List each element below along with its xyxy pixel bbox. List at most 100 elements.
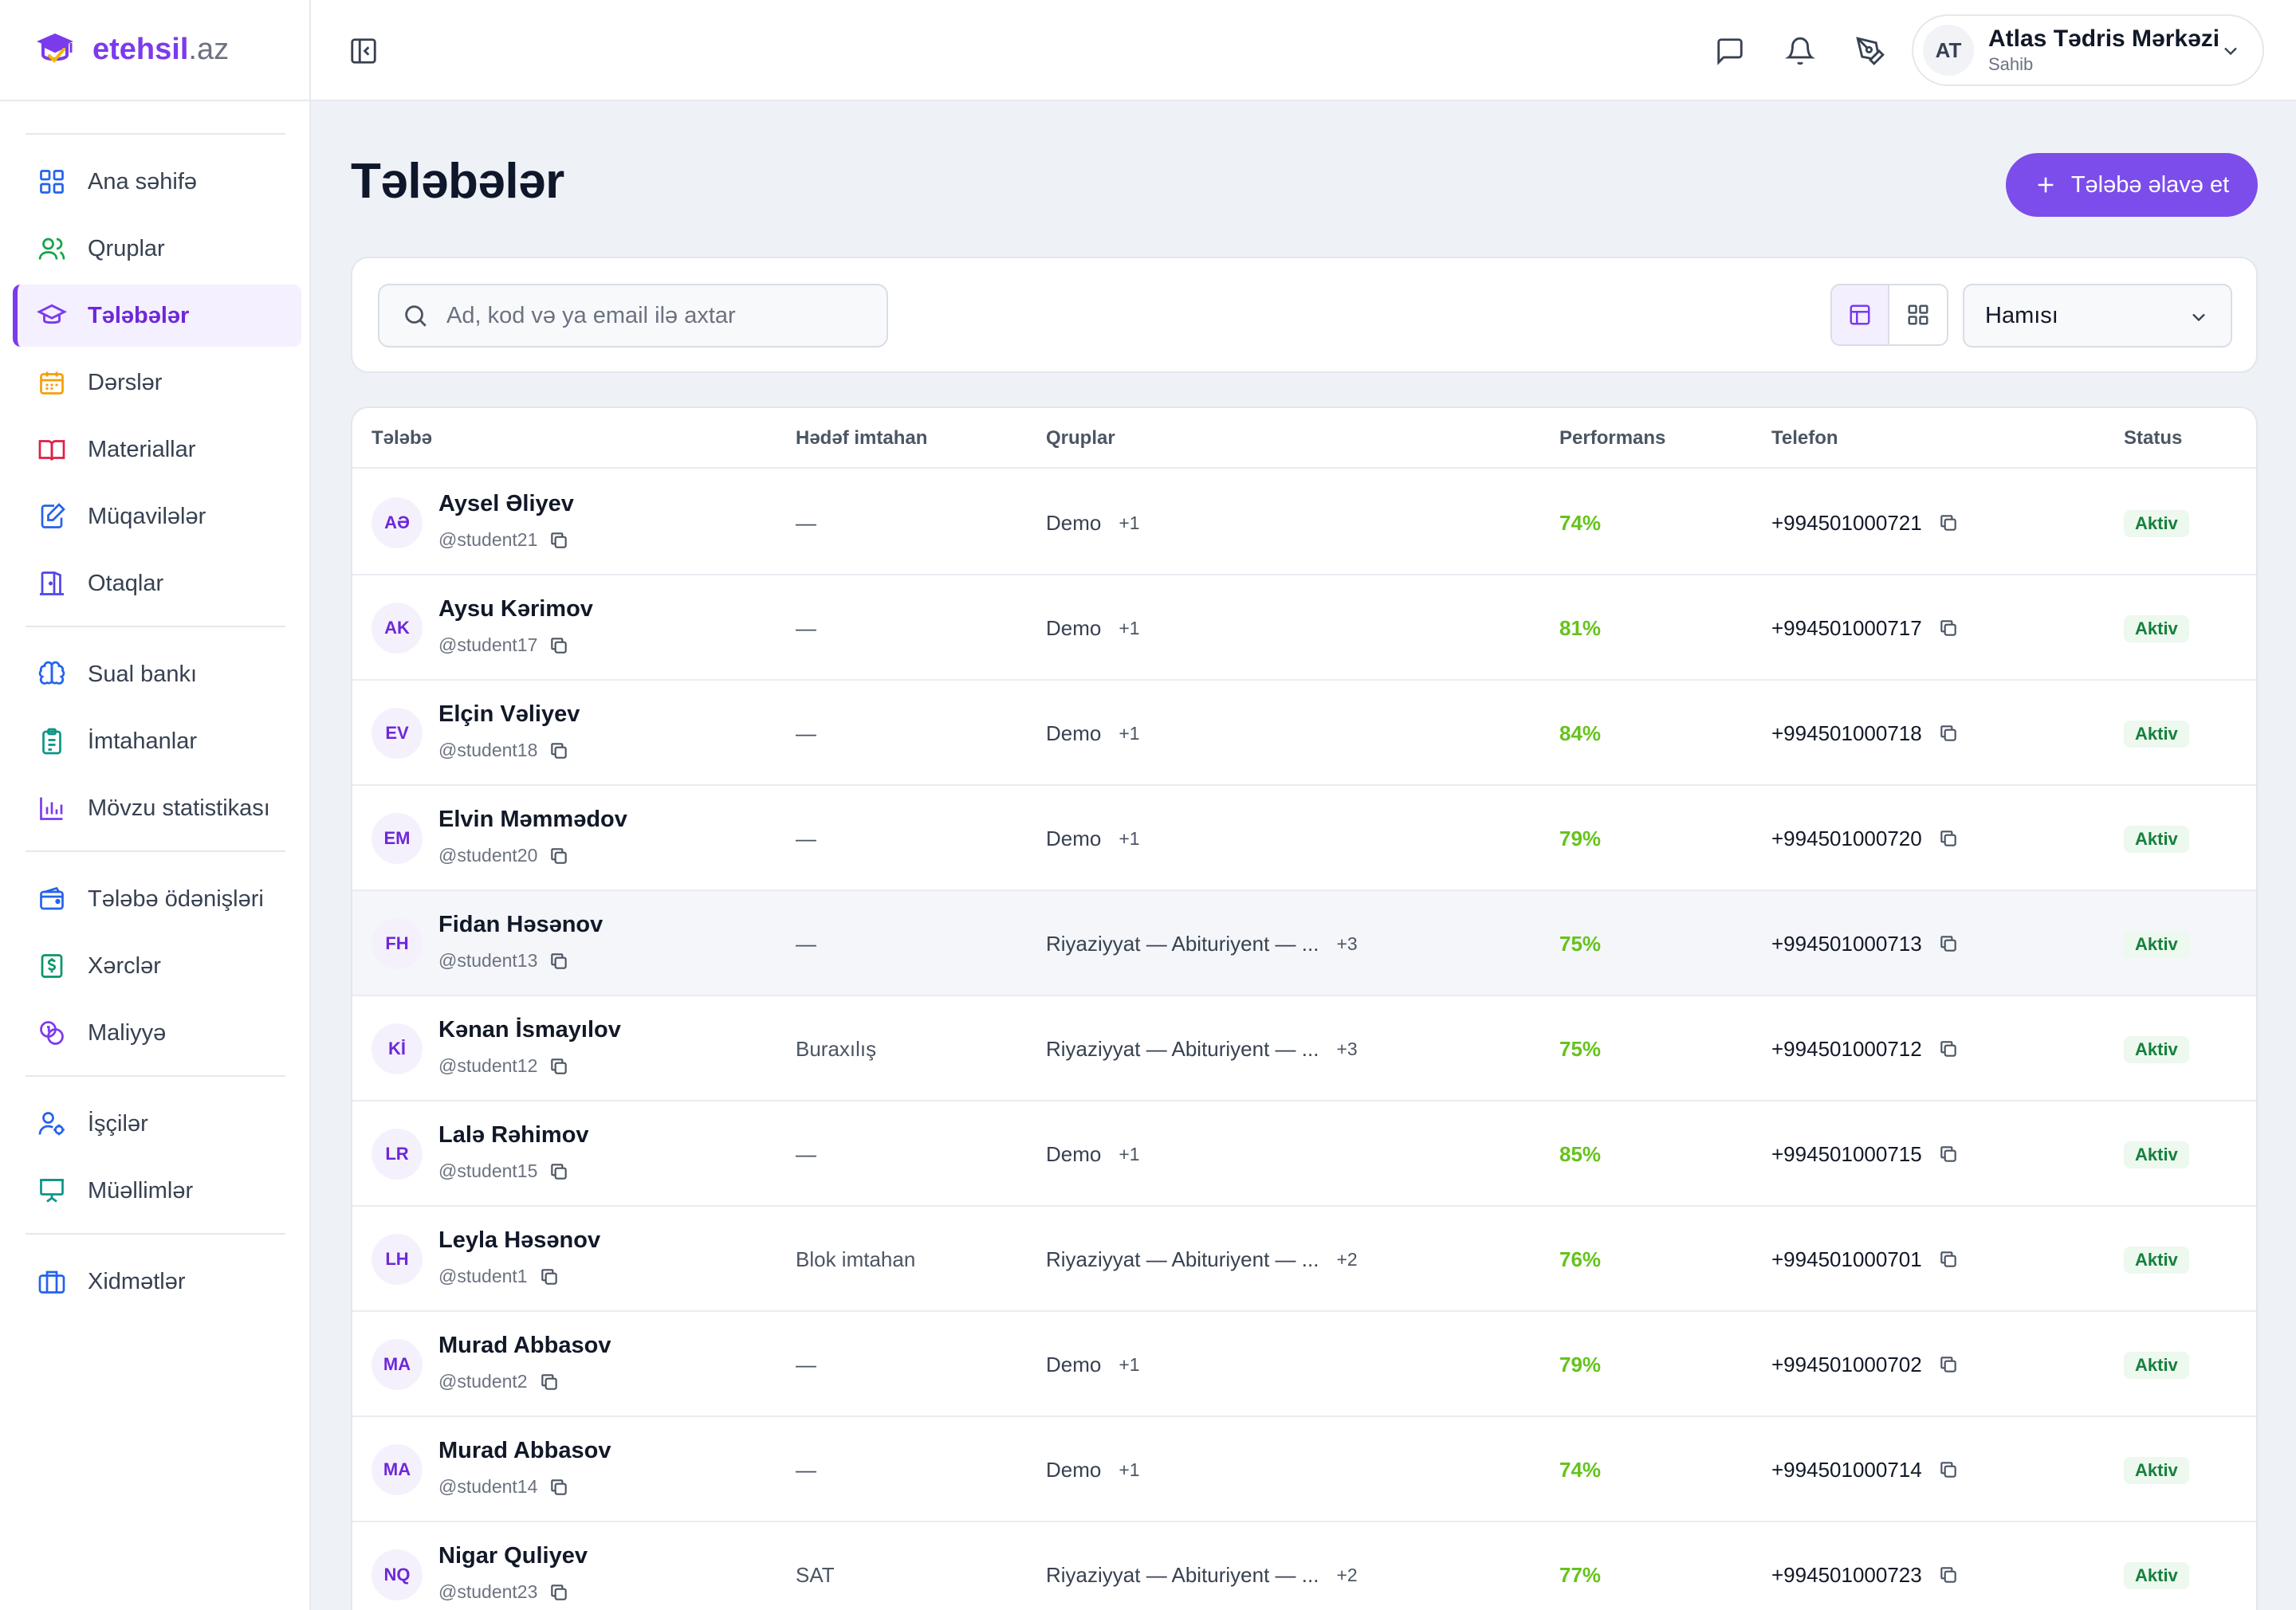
more-groups-badge[interactable]: +1 [1119,1459,1140,1480]
table-row[interactable]: NQ Nigar Quliyev @student23 SAT Riyaziyyat —… [352,1522,2256,1610]
column-header-target-exam[interactable]: Hədəf imtahan [796,427,928,449]
more-groups-badge[interactable]: +3 [1336,933,1358,954]
more-groups-badge[interactable]: +2 [1336,1564,1358,1585]
student-handle: @student18 [438,740,569,761]
copy-icon[interactable] [548,635,569,656]
copy-icon[interactable] [548,1477,569,1498]
brand-logo[interactable]: etehsil.az [0,0,309,101]
copy-icon[interactable] [548,1161,569,1182]
status-filter-select[interactable]: Hamısı [1963,284,2232,348]
sidebar-item-xercler[interactable]: Xərclər [13,935,301,997]
copy-icon[interactable] [548,740,569,761]
sidebar-item-ana-sehife[interactable]: Ana səhifə [13,151,301,213]
copy-icon[interactable] [1938,1249,1959,1270]
presentation-icon [37,1176,67,1206]
search-input[interactable] [446,302,877,329]
sidebar-item-materiallar[interactable]: Materiallar [13,418,301,481]
copy-icon[interactable] [1938,828,1959,849]
sidebar-item-isciler[interactable]: İşçilər [13,1093,301,1155]
sidebar-item-sual-banki[interactable]: Sual bankı [13,643,301,705]
student-name[interactable]: Lalə Rəhimov [438,1122,589,1148]
student-handle: @student14 [438,1476,569,1498]
table-row[interactable]: AƏ Aysel Əliyev @student21 — Demo +1 74% +99450… [352,470,2256,575]
table-row[interactable]: MA Murad Abbasov @student2 — Demo +1 79% +99450… [352,1312,2256,1417]
copy-icon[interactable] [548,1056,569,1077]
sidebar-item-maliyye[interactable]: Maliyyə [13,1002,301,1064]
more-groups-badge[interactable]: +2 [1336,1248,1358,1270]
notifications-button[interactable] [1776,27,1824,75]
copy-icon[interactable] [548,846,569,866]
sidebar-item-qruplar[interactable]: Qruplar [13,218,301,280]
copy-icon[interactable] [1938,1144,1959,1164]
sidebar-item-label: Otaqlar [88,570,164,596]
copy-icon[interactable] [1938,1459,1959,1480]
copy-icon[interactable] [548,530,569,551]
table-row[interactable]: AK Aysu Kərimov @student17 — Demo +1 81% +99450… [352,575,2256,681]
copy-icon[interactable] [1938,723,1959,744]
messages-button[interactable] [1706,27,1754,75]
table-row[interactable]: LH Leyla Həsənov @student1 Blok imtahan Riya… [352,1207,2256,1312]
table-row[interactable]: Kİ Kənan İsmayılov @student12 Buraxılış Riya… [352,996,2256,1101]
sidebar-item-muqavileler[interactable]: Müqavilələr [13,485,301,548]
student-name[interactable]: Kənan İsmayılov [438,1017,621,1043]
column-header-groups[interactable]: Qruplar [1046,427,1115,449]
copy-icon[interactable] [539,1266,560,1287]
more-groups-badge[interactable]: +1 [1119,827,1140,849]
column-header-phone[interactable]: Telefon [1771,427,1838,449]
copy-icon[interactable] [1938,512,1959,533]
column-header-performance[interactable]: Performans [1559,427,1666,449]
copy-icon[interactable] [1938,933,1959,954]
grid-view-button[interactable] [1889,285,1947,344]
table-row[interactable]: LR Lalə Rəhimov @student15 — Demo +1 85% +99450… [352,1101,2256,1207]
sidebar-item-movzu-statistikasi[interactable]: Mövzu statistikası [13,777,301,839]
table-row[interactable]: EM Elvin Məmmədov @student20 — Demo +1 79% +994… [352,786,2256,891]
table-row[interactable]: MA Murad Abbasov @student14 — Demo +1 74% +9945… [352,1417,2256,1522]
more-groups-badge[interactable]: +1 [1119,617,1140,638]
more-groups-badge[interactable]: +1 [1119,1143,1140,1164]
copy-icon[interactable] [1938,618,1959,638]
sidebar-item-xidmetler[interactable]: Xidmətlər [13,1251,301,1313]
student-name[interactable]: Aysu Kərimov [438,596,593,622]
sidebar-item-imtahanlar[interactable]: İmtahanlar [13,710,301,772]
add-student-button[interactable]: Tələbə əlavə et [2006,153,2258,217]
copy-icon[interactable] [1938,1354,1959,1375]
sidebar-toggle-button[interactable] [340,27,387,75]
groups-cell: Demo +1 [1046,1417,1140,1522]
table-view-button[interactable] [1832,285,1890,344]
student-name[interactable]: Aysel Əliyev [438,491,574,516]
copy-icon[interactable] [1938,1565,1959,1585]
more-groups-badge[interactable]: +1 [1119,512,1140,533]
phone-cell: +994501000721 [1771,470,1959,575]
student-name[interactable]: Leyla Həsənov [438,1227,601,1253]
student-name[interactable]: Fidan Həsənov [438,912,603,937]
table-row[interactable]: EV Elçin Vəliyev @student18 — Demo +1 84% +9945… [352,681,2256,786]
nav-divider [26,1233,285,1235]
sidebar-item-telebe-odenisleri[interactable]: Tələbə ödənişləri [13,868,301,930]
pen-tool-button[interactable] [1846,27,1894,75]
copy-icon[interactable] [1938,1039,1959,1059]
student-name[interactable]: Nigar Quliyev [438,1543,588,1569]
sidebar-item-telebeler[interactable]: Tələbələr [13,285,301,347]
sidebar-item-otaqlar[interactable]: Otaqlar [13,552,301,615]
column-header-student[interactable]: Tələbə [372,427,433,449]
student-name[interactable]: Elvin Məmmədov [438,807,627,832]
column-header-status[interactable]: Status [2124,427,2183,449]
dollar-receipt-icon [37,951,67,981]
group-name: Demo [1046,826,1102,850]
user-menu[interactable]: AT Atlas Tədris Mərkəzi Sahib [1912,14,2264,86]
target-exam: — [796,511,816,535]
more-groups-badge[interactable]: +1 [1119,722,1140,744]
student-name[interactable]: Murad Abbasov [438,1333,611,1358]
sidebar-item-muellimler[interactable]: Müəllimlər [13,1160,301,1222]
copy-icon[interactable] [548,1582,569,1603]
copy-icon[interactable] [548,951,569,972]
more-groups-badge[interactable]: +3 [1336,1038,1358,1059]
copy-icon[interactable] [539,1372,560,1392]
more-groups-badge[interactable]: +1 [1119,1353,1140,1375]
student-name[interactable]: Elçin Vəliyev [438,701,580,727]
group-name: Riyaziyyat — Abituriyent — ... [1046,1247,1319,1271]
sidebar-item-dersler[interactable]: Dərslər [13,351,301,414]
student-name[interactable]: Murad Abbasov [438,1438,611,1463]
chevron-down-icon [2192,313,2205,322]
table-row[interactable]: FH Fidan Həsənov @student13 — Riyaziyyat — A… [352,891,2256,996]
